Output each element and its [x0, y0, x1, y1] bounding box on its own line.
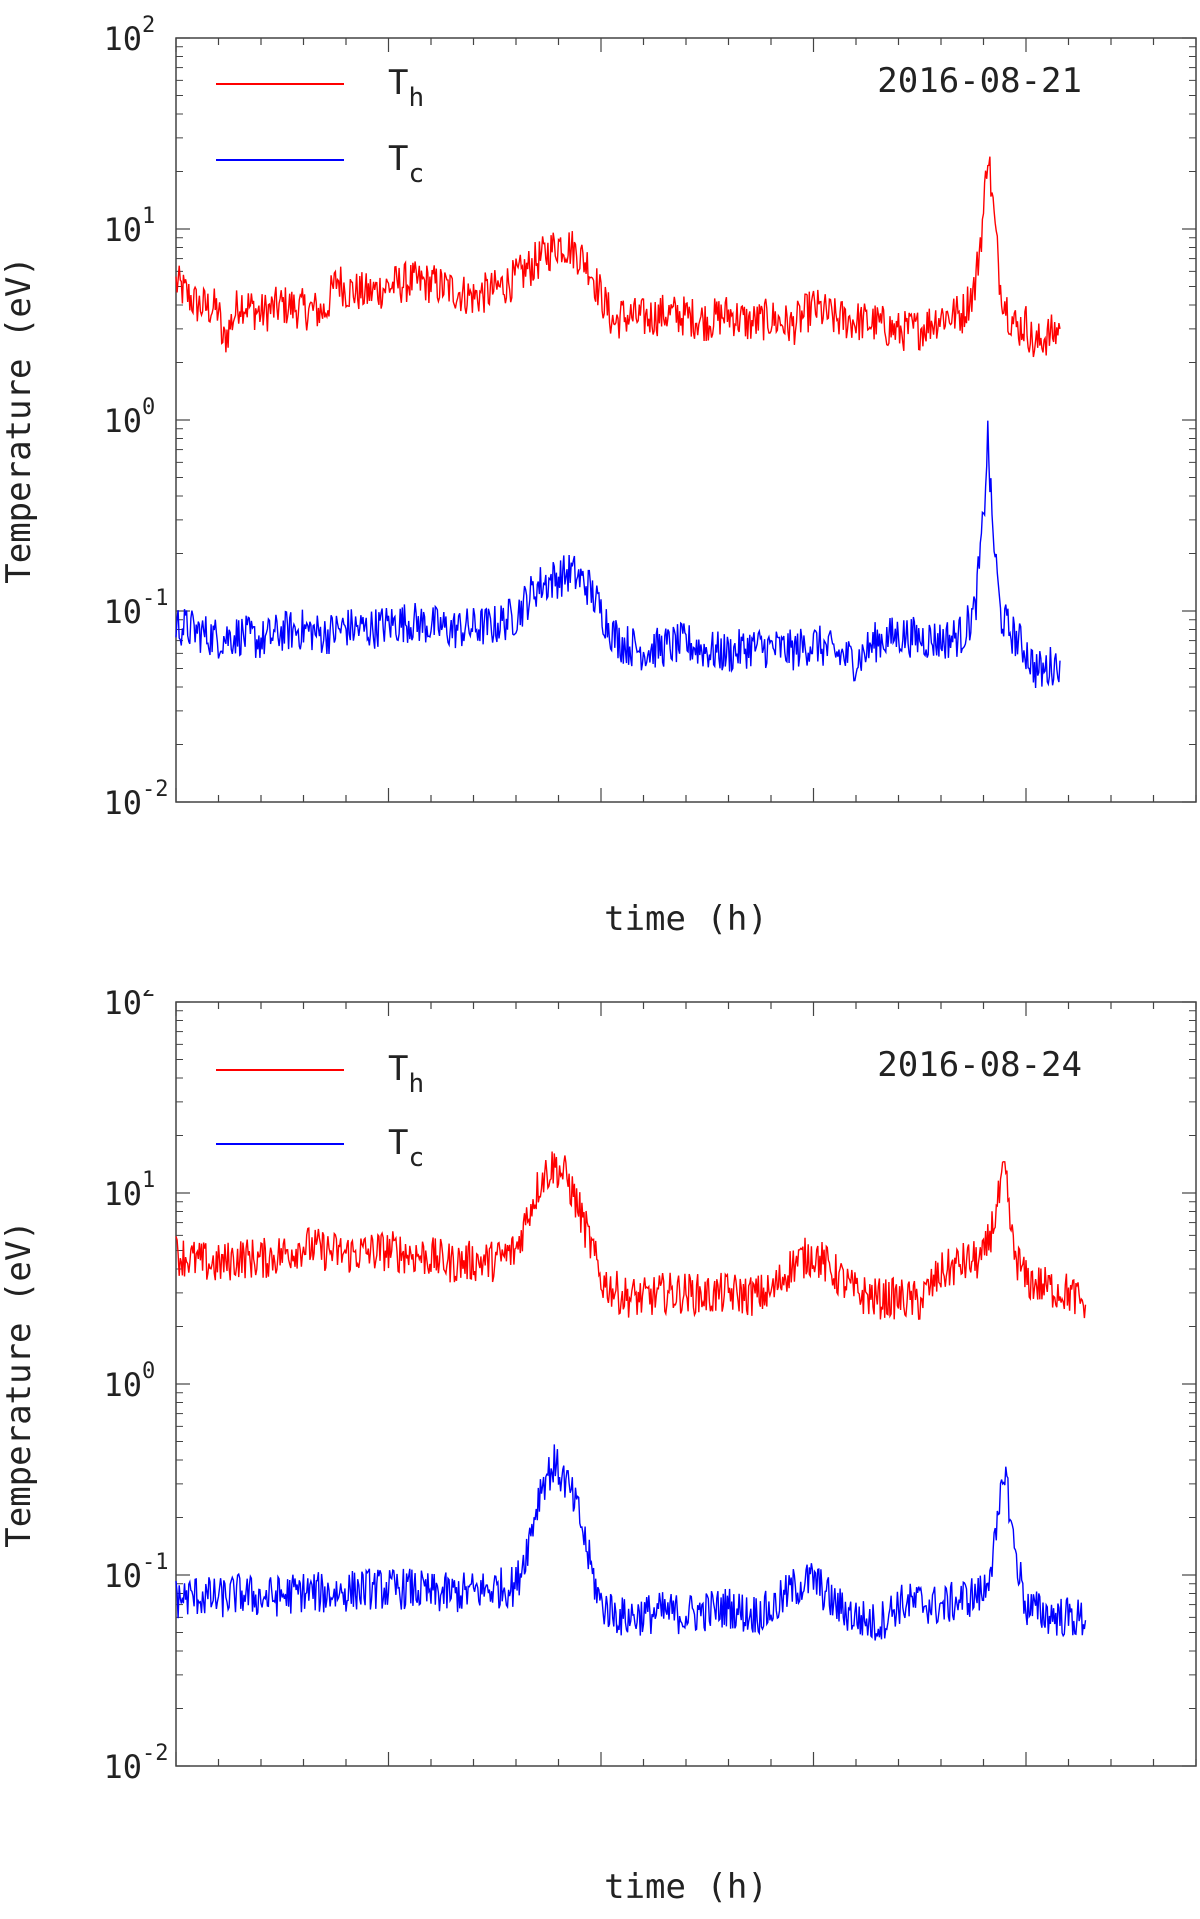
- x-axis-title: time (h): [604, 899, 768, 939]
- legend-subscript: c: [408, 159, 424, 189]
- y-tick-exp: -1: [142, 586, 169, 611]
- y-tick-label: 100: [103, 395, 155, 440]
- date-annotation: 2016-08-24: [877, 1045, 1082, 1085]
- legend-label-Tc: Tc: [388, 139, 424, 189]
- y-axis-title: Temperature (eV): [0, 256, 39, 584]
- y-tick-exp: 0: [142, 395, 155, 420]
- y-tick-exp: -1: [142, 1550, 169, 1575]
- y-tick-base: 10: [103, 1557, 142, 1595]
- y-tick-base: 10: [103, 1175, 142, 1213]
- date-annotation: 2016-08-21: [877, 61, 1082, 101]
- y-tick-label: 101: [103, 1168, 155, 1213]
- legend-label-Tc: Tc: [388, 1123, 424, 1173]
- y-tick-label: 100: [103, 1359, 155, 1404]
- y-tick-base: 10: [103, 1366, 142, 1404]
- y-tick-exp: -2: [142, 777, 169, 802]
- y-tick-base: 10: [103, 784, 142, 822]
- y-tick-exp: 2: [142, 990, 155, 1002]
- y-tick-exp: 2: [142, 13, 155, 38]
- series-line-Th: [175, 156, 1061, 358]
- chart-panel-2016-08-21: 10-2 10-1 100 101 102 time (h) Temperature (eV…: [0, 0, 1200, 957]
- y-tick-label: 102: [103, 990, 155, 1022]
- legend-name: T: [388, 1123, 408, 1163]
- y-axis-title: Temperature (eV): [0, 1220, 39, 1548]
- series-line-Tc: [175, 420, 1061, 689]
- y-tick-exp: 1: [142, 1168, 155, 1193]
- legend-label-Th: Th: [388, 63, 424, 113]
- y-tick-label: 102: [103, 13, 155, 58]
- y-tick-base: 10: [103, 593, 142, 631]
- y-tick-label: 10-1: [103, 1550, 168, 1595]
- legend-name: T: [388, 139, 408, 179]
- legend-label-Th: Th: [388, 1049, 424, 1099]
- y-tick-label: 10-2: [103, 777, 168, 822]
- legend-subscript: h: [408, 83, 424, 113]
- y-tick-exp: -2: [142, 1741, 169, 1766]
- plot-frame: [175, 37, 1197, 803]
- legend-name: T: [388, 1049, 408, 1089]
- y-tick-label: 101: [103, 204, 155, 249]
- legend-subscript: c: [408, 1143, 424, 1173]
- y-tick-base: 10: [103, 211, 142, 249]
- y-tick-base: 10: [103, 990, 142, 1022]
- y-tick-label: 10-2: [103, 1741, 168, 1786]
- plot-frame: [175, 1001, 1197, 1767]
- series-line-Tc: [175, 1444, 1087, 1641]
- y-tick-base: 10: [103, 20, 142, 58]
- y-tick-base: 10: [103, 1748, 142, 1786]
- y-tick-base: 10: [103, 402, 142, 440]
- y-tick-exp: 1: [142, 204, 155, 229]
- x-axis-title: time (h): [604, 1867, 768, 1907]
- legend-subscript: h: [408, 1069, 424, 1099]
- legend-name: T: [388, 63, 408, 103]
- y-tick-label: 10-1: [103, 586, 168, 631]
- series-line-Th: [175, 1151, 1087, 1320]
- y-tick-exp: 0: [142, 1359, 155, 1384]
